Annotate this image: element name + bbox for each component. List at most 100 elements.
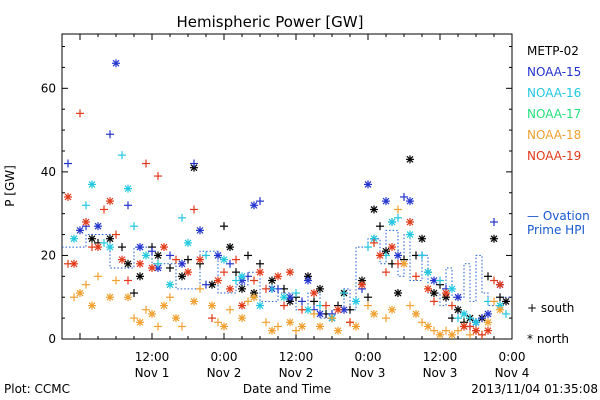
data-point-noaa-16 <box>364 243 372 252</box>
data-point-metp-02 <box>490 234 498 243</box>
data-point-noaa-16 <box>184 238 192 247</box>
legend-entry-noaa-17: NOAA-17 <box>527 107 581 121</box>
data-point-metp-02 <box>124 259 132 268</box>
data-point-noaa-18 <box>412 309 420 318</box>
data-point-noaa-15 <box>298 297 306 306</box>
data-point-noaa-16 <box>292 289 300 298</box>
data-point-noaa-16 <box>370 234 378 243</box>
data-point-noaa-18 <box>466 330 474 339</box>
data-point-noaa-19 <box>490 276 498 285</box>
data-point-noaa-18 <box>448 330 456 339</box>
data-point-noaa-19 <box>106 197 114 206</box>
data-point-noaa-18 <box>88 301 96 310</box>
data-point-noaa-15 <box>124 201 132 210</box>
data-point-noaa-19 <box>358 280 366 289</box>
data-point-noaa-15 <box>394 251 402 260</box>
data-point-metp-02 <box>178 272 186 281</box>
data-point-metp-02 <box>316 284 324 293</box>
legend-entry-noaa-19: NOAA-19 <box>527 149 581 163</box>
data-point-metp-02 <box>496 293 504 302</box>
data-point-noaa-15 <box>196 226 204 235</box>
data-point-metp-02 <box>268 276 276 285</box>
y-tick-label: 60 <box>41 81 56 95</box>
data-point-noaa-16 <box>106 243 114 252</box>
data-point-metp-02 <box>394 289 402 298</box>
timestamp: 2013/11/04 01:35:08 <box>471 382 598 396</box>
data-point-noaa-19 <box>250 276 258 285</box>
data-point-metp-02 <box>184 255 192 264</box>
x-tick-time-label: 0:00 <box>355 350 382 364</box>
data-point-metp-02 <box>118 243 126 252</box>
data-point-metp-02 <box>256 259 264 268</box>
data-point-noaa-19 <box>298 305 306 314</box>
data-point-noaa-18 <box>298 322 306 331</box>
data-point-noaa-19 <box>94 243 102 252</box>
data-point-metp-02 <box>130 289 138 298</box>
data-point-noaa-19 <box>310 289 318 298</box>
south-marker-legend: + south <box>527 301 574 315</box>
ovation-legend-label-1: — Ovation <box>527 209 590 223</box>
data-point-noaa-19 <box>424 284 432 293</box>
y-axis: 0 20 40 60 <box>41 46 512 346</box>
data-point-noaa-16 <box>460 309 468 318</box>
data-point-noaa-19 <box>286 268 294 277</box>
data-point-noaa-18 <box>94 272 102 281</box>
data-point-noaa-19 <box>160 243 168 252</box>
data-point-noaa-18 <box>454 326 462 335</box>
legend-entry-noaa-15: NOAA-15 <box>527 65 581 79</box>
data-point-noaa-16 <box>448 284 456 293</box>
data-point-noaa-15 <box>106 130 114 139</box>
data-point-noaa-15 <box>490 218 498 227</box>
data-point-noaa-19 <box>274 272 282 281</box>
data-point-noaa-18 <box>292 326 300 335</box>
x-tick-date-label: Nov 4 <box>495 366 530 380</box>
data-point-noaa-16 <box>280 293 288 302</box>
x-tick-time-label: 12:00 <box>135 350 170 364</box>
data-point-noaa-19 <box>154 172 162 181</box>
data-point-metp-02 <box>220 222 228 231</box>
data-point-noaa-19 <box>466 322 474 331</box>
x-tick-date-label: Nov 3 <box>423 366 458 380</box>
data-point-noaa-19 <box>412 272 420 281</box>
data-point-noaa-19 <box>190 205 198 214</box>
data-point-metp-02 <box>232 268 240 277</box>
data-point-noaa-16 <box>406 230 414 239</box>
data-point-noaa-16 <box>388 218 396 227</box>
data-point-noaa-15 <box>226 259 234 268</box>
data-point-noaa-15 <box>76 226 84 235</box>
data-point-noaa-19 <box>148 263 156 272</box>
data-markers <box>64 59 510 339</box>
data-point-noaa-18 <box>286 318 294 327</box>
data-point-noaa-19 <box>214 276 222 285</box>
data-point-noaa-16 <box>154 259 162 268</box>
data-point-noaa-18 <box>166 293 174 302</box>
data-point-noaa-18 <box>316 322 324 331</box>
data-point-noaa-16 <box>142 251 150 260</box>
y-tick-label: 40 <box>41 165 56 179</box>
data-point-noaa-16 <box>232 276 240 285</box>
data-point-noaa-18 <box>172 314 180 323</box>
legend-entry-metp-02: METP-02 <box>527 44 579 58</box>
data-point-metp-02 <box>430 289 438 298</box>
data-point-noaa-18 <box>490 297 498 306</box>
data-point-noaa-15 <box>304 276 312 285</box>
data-point-noaa-19 <box>262 284 270 293</box>
data-point-noaa-15 <box>454 293 462 302</box>
data-point-noaa-19 <box>232 255 240 264</box>
plot-credit: Plot: CCMC <box>4 382 70 396</box>
data-point-metp-02 <box>244 251 252 260</box>
data-point-noaa-16 <box>82 201 90 210</box>
data-point-noaa-18 <box>238 314 246 323</box>
data-point-noaa-15 <box>94 222 102 231</box>
x-tick-date-label: Nov 3 <box>351 366 386 380</box>
legend-entry-noaa-16: NOAA-16 <box>527 86 581 100</box>
data-point-metp-02 <box>166 263 174 272</box>
data-point-noaa-15 <box>148 247 156 256</box>
data-point-noaa-19 <box>442 289 450 298</box>
data-point-metp-02 <box>502 297 510 306</box>
data-point-metp-02 <box>376 222 384 231</box>
data-point-metp-02 <box>454 305 462 314</box>
data-point-noaa-19 <box>196 255 204 264</box>
data-point-noaa-18 <box>244 297 252 306</box>
